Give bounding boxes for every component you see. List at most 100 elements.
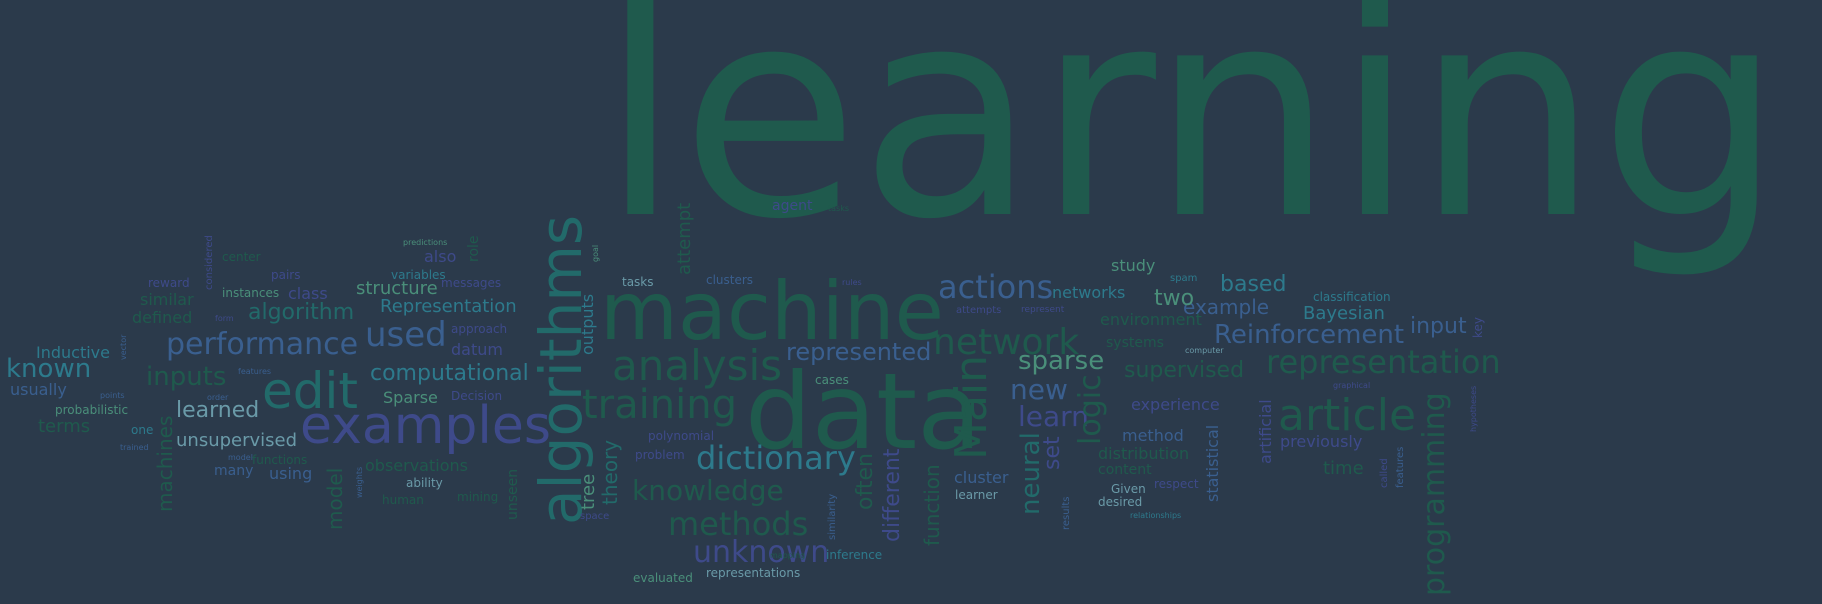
word-points: points: [100, 391, 125, 400]
word-tasks: tasks: [622, 275, 654, 289]
word-environment: environment: [1100, 310, 1202, 329]
word-article: article: [1278, 390, 1417, 441]
word-mapping: mapping: [770, 551, 806, 560]
word-set: set: [1040, 436, 1065, 470]
word-learn: learn: [1018, 400, 1089, 433]
word-approach: approach: [451, 322, 508, 336]
word-similarity: similarity: [827, 493, 838, 540]
word-terms: terms: [38, 416, 91, 437]
word-attempt: attempt: [674, 202, 695, 275]
word-learned: learned: [176, 398, 260, 423]
word-role: role: [466, 235, 482, 262]
word-inductive: Inductive: [36, 343, 110, 362]
word-messages: messages: [441, 276, 502, 290]
word-classification: classification: [1313, 290, 1391, 304]
word-functions: functions: [252, 453, 308, 467]
word-tasks-2: tasks: [828, 204, 850, 213]
word-often: often: [853, 453, 878, 510]
word-new: new: [1010, 373, 1068, 406]
word-function: function: [920, 464, 944, 546]
word-results: results: [1061, 496, 1072, 530]
word-actions: actions: [938, 268, 1054, 306]
word-similar: similar: [140, 290, 194, 309]
word-key: key: [1471, 316, 1485, 338]
word-agent: agent: [772, 198, 813, 214]
word-representation-2: Representation: [380, 296, 517, 317]
word-input: input: [1410, 314, 1467, 339]
word-ability: ability: [406, 476, 443, 490]
word-decision: Decision: [451, 389, 503, 403]
word-examples: examples: [300, 396, 551, 456]
word-space: space: [580, 511, 610, 522]
word-reinforcement: Reinforcement: [1214, 320, 1405, 350]
word-edit: edit: [262, 362, 358, 420]
word-instances: instances: [222, 286, 280, 300]
word-hypotheses: hypotheses: [1469, 385, 1478, 432]
word-class: class: [288, 284, 328, 303]
word-pairs: pairs: [271, 268, 301, 282]
word-usually: usually: [10, 380, 67, 399]
word-two: two: [1154, 286, 1195, 311]
word-model: model: [323, 467, 347, 530]
word-knowledge: knowledge: [632, 474, 784, 507]
word-learning: learning: [600, 0, 1784, 283]
word-features-2: features: [238, 367, 272, 376]
word-structure: structure: [356, 278, 438, 299]
word-also: also: [424, 247, 457, 266]
word-center: center: [222, 250, 261, 264]
word-based: based: [1220, 272, 1287, 297]
word-sparse-2: Sparse: [383, 388, 438, 407]
word-rules: rules: [842, 278, 862, 287]
word-programming: programming: [1417, 392, 1452, 596]
word-supervised: supervised: [1124, 358, 1245, 383]
word-problem: problem: [635, 448, 685, 462]
word-training: training: [582, 382, 737, 428]
word-network: network: [933, 322, 1080, 363]
word-called: called: [1379, 458, 1390, 488]
word-machines: machines: [153, 415, 177, 512]
word-computational: computational: [370, 361, 529, 386]
word-vector: vector: [119, 334, 128, 360]
word-algorithm: algorithm: [248, 300, 355, 325]
word-performance: performance: [166, 327, 359, 362]
word-considered: considered: [204, 235, 215, 290]
word-dictionary: dictionary: [696, 439, 856, 477]
word-inputs: inputs: [146, 362, 227, 392]
word-cases: cases: [815, 373, 849, 387]
word-order: order: [207, 393, 229, 402]
word-attempts: attempts: [956, 305, 1002, 316]
word-unseen: unseen: [505, 468, 521, 520]
word-artificial: artificial: [1256, 399, 1275, 464]
word-clusters: clusters: [706, 273, 754, 287]
word-using: using: [269, 464, 313, 483]
word-study: study: [1111, 256, 1156, 275]
word-features: features: [1395, 446, 1406, 488]
word-sparse: sparse: [1018, 346, 1105, 376]
word-distribution: distribution: [1098, 444, 1190, 463]
word-graphical: graphical: [1333, 381, 1371, 390]
word-bayesian: Bayesian: [1303, 303, 1385, 324]
word-main: Main: [946, 354, 997, 460]
word-probabilistic: probabilistic: [55, 403, 129, 417]
word-evaluated: evaluated: [633, 571, 693, 585]
word-polynomial: polynomial: [648, 429, 715, 443]
word-time: time: [1323, 458, 1364, 479]
word-representations: representations: [706, 566, 801, 580]
word-reward: reward: [148, 276, 190, 290]
word-observations: observations: [365, 456, 468, 475]
word-relationships: relationships: [1130, 511, 1182, 520]
word-machine: machine: [600, 265, 944, 358]
word-unsupervised: unsupervised: [176, 430, 298, 451]
word-variables: variables: [391, 268, 446, 282]
word-experience: experience: [1131, 395, 1220, 414]
word-systems: systems: [1106, 335, 1164, 351]
word-weights: weights: [355, 466, 364, 498]
word-statistical: statistical: [1203, 424, 1222, 502]
word-goal: goal: [591, 244, 600, 262]
word-mining: mining: [457, 490, 499, 504]
word-different: different: [880, 448, 905, 542]
word-computer: computer: [1185, 346, 1224, 355]
word-theory: theory: [598, 439, 622, 505]
word-predictions: predictions: [403, 238, 448, 247]
word-tree: tree: [578, 473, 599, 510]
